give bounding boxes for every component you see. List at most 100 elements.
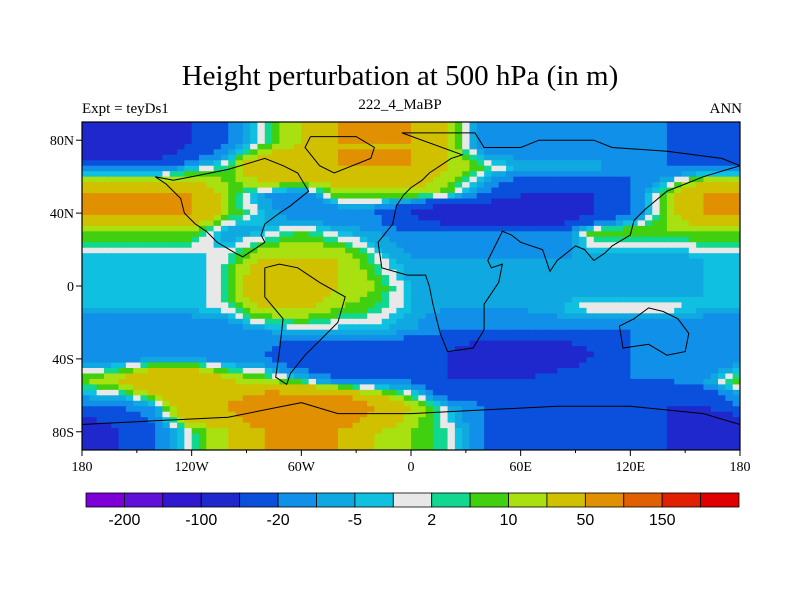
contour-cell xyxy=(250,395,259,402)
contour-cell xyxy=(125,329,134,336)
contour-cell xyxy=(250,302,259,309)
contour-cell xyxy=(286,160,295,167)
contour-cell xyxy=(213,154,222,161)
contour-cell xyxy=(666,340,675,347)
contour-cell xyxy=(688,149,697,156)
contour-cell xyxy=(155,340,164,347)
contour-cell xyxy=(169,340,178,347)
contour-cell xyxy=(220,225,229,232)
contour-cell xyxy=(447,165,456,172)
contour-cell xyxy=(352,400,361,407)
contour-cell xyxy=(206,362,215,369)
contour-cell xyxy=(396,335,405,342)
contour-cell xyxy=(235,351,244,358)
contour-cell xyxy=(184,198,193,205)
contour-cell xyxy=(184,400,193,407)
contour-cell xyxy=(718,264,726,271)
contour-cell xyxy=(96,154,105,161)
contour-cell xyxy=(294,313,302,320)
contour-cell xyxy=(732,253,740,260)
contour-cell xyxy=(564,400,573,407)
contour-cell xyxy=(220,307,229,314)
contour-cell xyxy=(535,247,544,254)
contour-cell xyxy=(418,357,427,364)
contour-cell xyxy=(133,236,142,243)
contour-cell xyxy=(359,389,368,396)
contour-cell xyxy=(652,269,661,276)
contour-cell xyxy=(623,204,631,211)
contour-cell xyxy=(381,242,390,249)
contour-cell xyxy=(608,357,617,364)
contour-cell xyxy=(323,236,332,243)
contour-cell xyxy=(513,286,522,293)
contour-cell xyxy=(432,165,441,172)
contour-cell xyxy=(147,378,156,385)
contour-cell xyxy=(389,351,397,358)
contour-cell xyxy=(652,411,661,418)
contour-cell xyxy=(601,269,609,276)
contour-cell xyxy=(381,269,390,276)
contour-cell xyxy=(264,143,273,150)
contour-cell xyxy=(623,296,631,303)
contour-cell xyxy=(235,154,244,161)
contour-cell xyxy=(696,258,705,265)
contour-cell xyxy=(601,231,609,238)
contour-cell xyxy=(601,368,609,375)
contour-cell xyxy=(125,291,134,298)
contour-cell xyxy=(447,269,456,276)
contour-cell xyxy=(118,286,127,293)
contour-cell xyxy=(432,225,441,232)
contour-cell xyxy=(659,165,668,172)
contour-cell xyxy=(155,214,164,221)
contour-cell xyxy=(491,149,500,156)
contour-cell xyxy=(703,225,712,232)
contour-cell xyxy=(147,253,156,260)
contour-cell xyxy=(506,395,514,402)
contour-cell xyxy=(644,302,653,309)
contour-cell xyxy=(681,395,690,402)
contour-cell xyxy=(294,220,302,227)
contour-cell xyxy=(198,132,207,139)
contour-cell xyxy=(652,187,661,194)
contour-cell xyxy=(345,324,354,331)
contour-cell xyxy=(308,389,317,396)
contour-cell xyxy=(710,127,719,134)
contour-cell xyxy=(411,193,419,200)
contour-cell xyxy=(213,171,222,178)
contour-cell xyxy=(732,291,740,298)
contour-cell xyxy=(301,242,310,249)
contour-cell xyxy=(593,351,602,358)
contour-cell xyxy=(257,264,266,271)
contour-cell xyxy=(177,225,185,232)
contour-cell xyxy=(330,400,339,407)
contour-cell xyxy=(352,275,361,282)
contour-cell xyxy=(264,269,273,276)
contour-cell xyxy=(177,209,185,216)
contour-cell xyxy=(498,132,507,139)
contour-cell xyxy=(710,247,719,254)
contour-cell xyxy=(155,225,164,232)
contour-cell xyxy=(103,411,112,418)
contour-cell xyxy=(103,165,112,172)
contour-cell xyxy=(557,214,566,221)
contour-cell xyxy=(593,165,602,172)
contour-cell xyxy=(586,335,595,342)
contour-cell xyxy=(440,220,449,227)
contour-cell xyxy=(476,220,485,227)
contour-cell xyxy=(462,318,471,325)
contour-cell xyxy=(666,187,675,194)
contour-cell xyxy=(418,373,427,380)
contour-cell xyxy=(608,236,617,243)
contour-cell xyxy=(447,313,456,320)
contour-cell xyxy=(476,280,485,287)
contour-cell xyxy=(542,209,551,216)
contour-cell xyxy=(644,280,653,287)
contour-cell xyxy=(732,187,740,194)
contour-cell xyxy=(703,160,712,167)
contour-cell xyxy=(513,335,522,342)
contour-cell xyxy=(637,302,646,309)
contour-cell xyxy=(659,132,668,139)
contour-cell xyxy=(206,138,215,145)
contour-cell xyxy=(579,378,588,385)
contour-cell xyxy=(96,422,105,429)
